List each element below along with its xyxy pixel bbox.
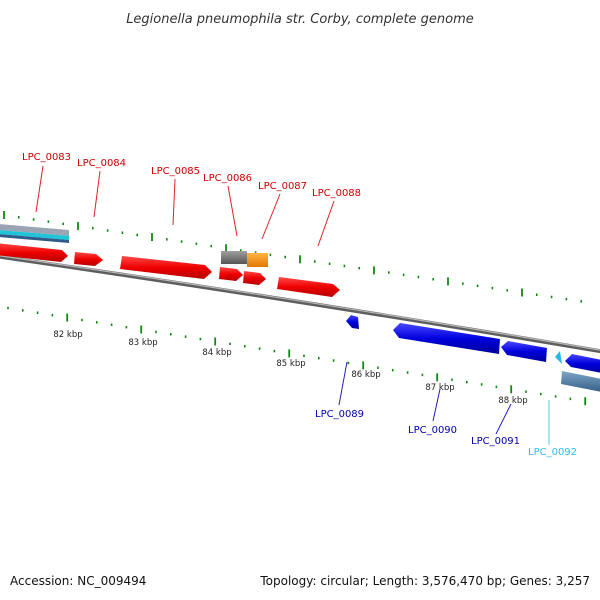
scale-labels: 82 kbp 83 kbp 84 kbp 85 kbp 86 kbp 87 kb…	[53, 330, 527, 406]
gene-label-lpc-0083[interactable]: LPC_0083	[22, 152, 71, 163]
kbp-label: 83 kbp	[128, 338, 157, 348]
gene-label-lpc-0092[interactable]: LPC_0092	[528, 447, 577, 458]
gene-label-lpc-0084[interactable]: LPC_0084	[77, 158, 126, 169]
gene-label-lpc-0086[interactable]: LPC_0086	[203, 173, 252, 184]
gene-label-lpc-0087[interactable]: LPC_0087	[258, 181, 307, 192]
feature-steel-block[interactable]	[561, 371, 600, 392]
gene-lpc-0087[interactable]	[243, 271, 266, 285]
reverse-features	[346, 315, 600, 392]
gene-lpc-0090[interactable]	[393, 323, 500, 354]
gene-lpc-0085[interactable]	[120, 256, 212, 279]
gene-label-lpc-0091[interactable]: LPC_0091	[471, 436, 520, 447]
kbp-label: 87 kbp	[425, 383, 454, 393]
feature-grey-block[interactable]	[221, 251, 247, 264]
kbp-label: 84 kbp	[202, 348, 231, 358]
gene-lpc-0091[interactable]	[501, 341, 547, 362]
gene-label-lpc-0089[interactable]: LPC_0089	[315, 409, 364, 420]
kbp-label: 88 kbp	[498, 396, 527, 406]
tick-track-reverse	[7, 306, 587, 406]
feature-orange-block[interactable]	[247, 253, 268, 267]
genome-backbone	[0, 254, 600, 354]
gene-labels: LPC_0083 LPC_0084 LPC_0085 LPC_0086 LPC_…	[22, 152, 577, 458]
gene-lpc-0084[interactable]	[74, 252, 103, 266]
label-leader-lines	[35, 165, 550, 445]
gene-lpc-0083[interactable]	[0, 243, 68, 262]
kbp-label: 82 kbp	[53, 330, 82, 340]
gene-label-lpc-0088[interactable]: LPC_0088	[312, 188, 361, 199]
gene-lpc-0089[interactable]	[346, 315, 359, 329]
gene-next-reverse[interactable]	[565, 354, 600, 373]
kbp-label: 86 kbp	[351, 370, 380, 380]
gene-label-lpc-0090[interactable]: LPC_0090	[408, 425, 457, 436]
rna-feature-band[interactable]	[0, 224, 69, 243]
gene-lpc-0088[interactable]	[277, 277, 340, 297]
accession-text: Accession: NC_009494	[10, 574, 146, 588]
gene-lpc-0092[interactable]	[555, 351, 562, 364]
kbp-label: 85 kbp	[276, 359, 305, 369]
gene-label-lpc-0085[interactable]: LPC_0085	[151, 166, 200, 177]
forward-features	[0, 224, 340, 297]
gene-lpc-0086[interactable]	[219, 267, 243, 281]
map-title: Legionella pneumophila str. Corby, compl…	[126, 12, 474, 27]
tick-track-forward	[3, 211, 583, 303]
genome-summary-text: Topology: circular; Length: 3,576,470 bp…	[259, 574, 590, 588]
